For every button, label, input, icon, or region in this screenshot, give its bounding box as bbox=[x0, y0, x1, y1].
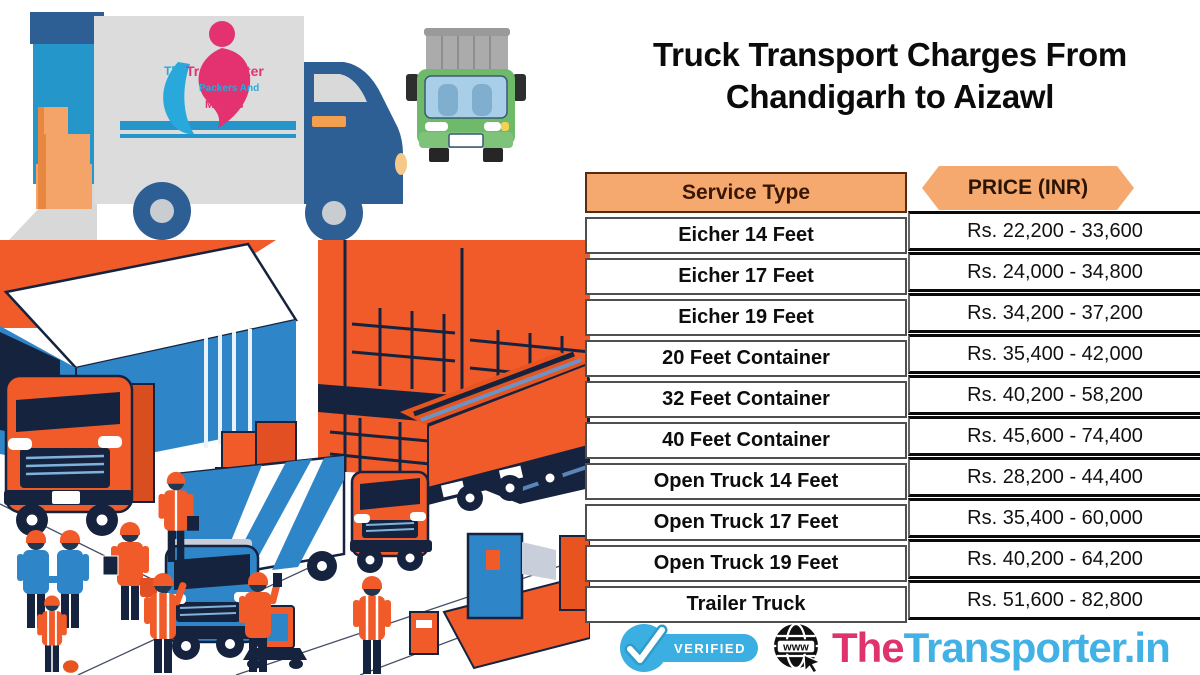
price-column: PRICE (INR) Rs. 22,200 - 33,600 Rs. 24,0… bbox=[908, 166, 1200, 620]
table-row-service: Eicher 17 Feet bbox=[585, 258, 907, 295]
logo-text-the: The bbox=[164, 64, 186, 78]
green-truck-mirrors bbox=[406, 74, 526, 101]
logo-text-packers-and: Packers And bbox=[199, 83, 259, 94]
table-row-service: 20 Feet Container bbox=[585, 340, 907, 377]
site-brand-prefix: The bbox=[832, 624, 905, 671]
orange-dock-truck bbox=[4, 374, 155, 536]
table-row-price: Rs. 28,200 - 44,400 bbox=[908, 457, 1200, 497]
table-row-service: Open Truck 14 Feet bbox=[585, 463, 907, 500]
site-brand-suffix: Transporter.in bbox=[903, 624, 1171, 671]
table-row-service: Eicher 19 Feet bbox=[585, 299, 907, 336]
service-type-header: Service Type bbox=[585, 172, 907, 213]
table-row-price: Rs. 40,200 - 64,200 bbox=[908, 539, 1200, 579]
worker-with-tablet bbox=[102, 522, 157, 620]
table-row-price: Rs. 45,600 - 74,400 bbox=[908, 416, 1200, 456]
worker-with-phone bbox=[239, 572, 282, 672]
green-truck-cargo bbox=[424, 28, 510, 76]
table-row-service: 40 Feet Container bbox=[585, 422, 907, 459]
worker-supervisor bbox=[158, 471, 199, 562]
verified-badge: VERIFIED bbox=[620, 624, 758, 672]
table-row-price: Rs. 51,600 - 82,800 bbox=[908, 580, 1200, 620]
footer-branding: VERIFIED www TheTransporter.in bbox=[618, 621, 1198, 675]
verified-label: VERIFIED bbox=[674, 641, 746, 656]
service-type-column: Service Type Eicher 14 Feet Eicher 17 Fe… bbox=[585, 172, 907, 623]
page-title-line1: Truck Transport Charges From bbox=[653, 36, 1127, 73]
table-row-price: Rs. 35,400 - 42,000 bbox=[908, 334, 1200, 374]
www-label: www bbox=[782, 642, 809, 654]
truck-wheels bbox=[133, 182, 363, 242]
cursor-icon bbox=[803, 653, 822, 674]
table-row-price: Rs. 34,200 - 37,200 bbox=[908, 293, 1200, 333]
small-parcel bbox=[409, 611, 439, 655]
worker-back-view bbox=[353, 576, 391, 674]
price-header-ribbon: PRICE (INR) bbox=[922, 166, 1134, 210]
warehouse-scene-illustration bbox=[0, 240, 590, 675]
table-row-price: Rs. 40,200 - 58,200 bbox=[908, 375, 1200, 415]
truck-cab bbox=[304, 62, 407, 204]
page-title: Truck Transport Charges From Chandigarh … bbox=[588, 34, 1192, 118]
table-row-price: Rs. 22,200 - 33,600 bbox=[908, 211, 1200, 251]
cardboard-boxes bbox=[36, 107, 92, 209]
blue-box-truck bbox=[164, 454, 346, 660]
logo-text-transporter: Transporter bbox=[186, 63, 264, 79]
table-row-price: Rs. 35,400 - 60,000 bbox=[908, 498, 1200, 538]
table-row-service: Trailer Truck bbox=[585, 586, 907, 623]
truck-side-logo: The Transporter Packers And Movers bbox=[163, 21, 264, 135]
truck-cargo-box bbox=[94, 16, 304, 204]
worker-waving bbox=[144, 573, 187, 673]
green-truck-wheels bbox=[429, 148, 503, 162]
green-truck-illustration bbox=[406, 28, 526, 162]
page-title-line2: Chandigarh to Aizawl bbox=[725, 78, 1055, 115]
checkpoint-kiosk bbox=[442, 532, 590, 670]
worker-handshake-left bbox=[17, 530, 59, 628]
table-row-service: Eicher 14 Feet bbox=[585, 217, 907, 254]
logo-text-movers: Movers bbox=[205, 99, 244, 111]
table-row-service: Open Truck 19 Feet bbox=[585, 545, 907, 582]
worker-handshake-right bbox=[47, 530, 89, 628]
worker-crouching bbox=[37, 595, 79, 673]
moving-truck-illustration: The Transporter Packers And Movers bbox=[7, 12, 407, 242]
table-row-service: Open Truck 17 Feet bbox=[585, 504, 907, 541]
table-row-price: Rs. 24,000 - 34,800 bbox=[908, 252, 1200, 292]
site-brand-name: TheTransporter.in bbox=[832, 621, 1171, 675]
green-truck-cab bbox=[417, 69, 515, 148]
orange-semi-truck bbox=[350, 351, 589, 573]
www-globe-icon: www bbox=[774, 622, 822, 674]
table-row-service: 32 Feet Container bbox=[585, 381, 907, 418]
